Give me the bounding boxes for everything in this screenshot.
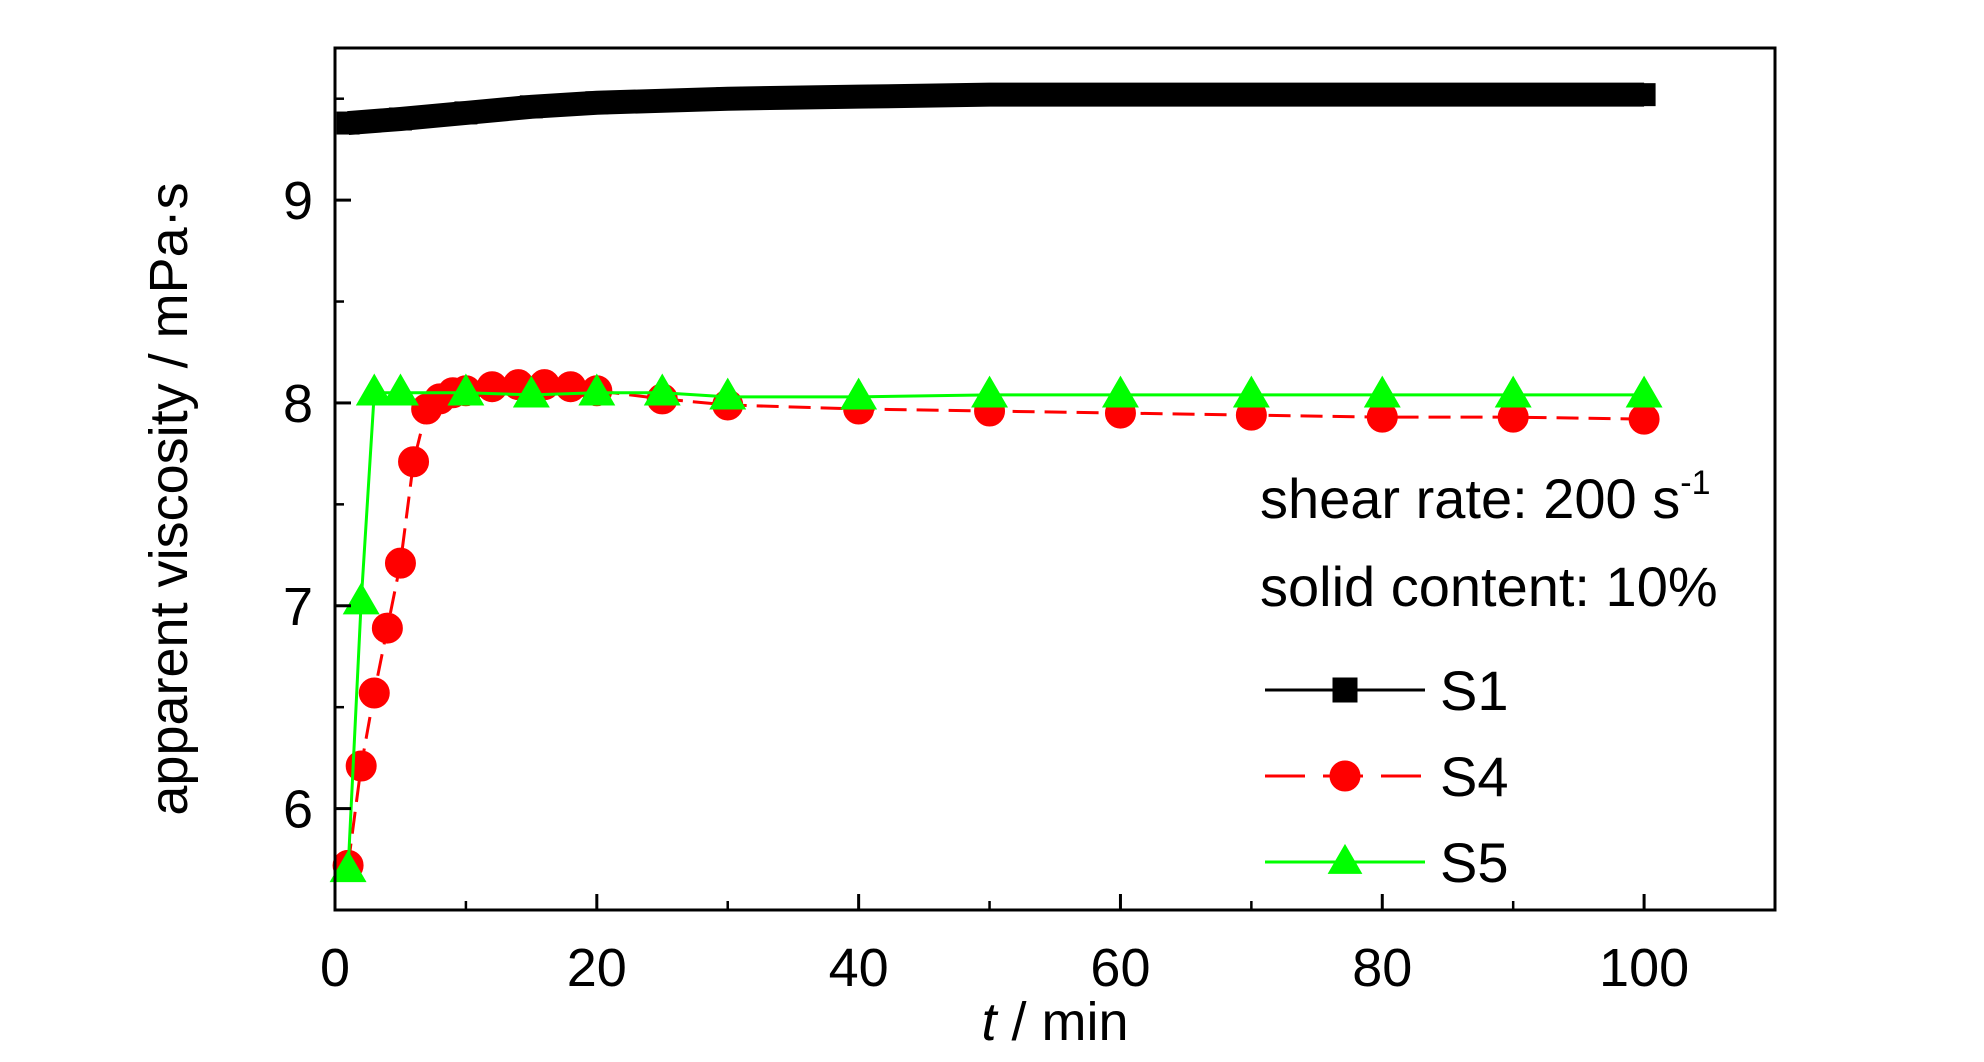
data-point bbox=[1625, 375, 1663, 408]
legend-marker bbox=[1332, 677, 1358, 703]
legend: S1 S4 S5 bbox=[1265, 659, 1509, 894]
data-point bbox=[840, 377, 878, 410]
data-point bbox=[1628, 403, 1660, 435]
data-point bbox=[1101, 375, 1139, 408]
data-point bbox=[454, 101, 478, 125]
x-tick-label: 40 bbox=[829, 938, 889, 998]
data-point bbox=[336, 111, 360, 135]
data-point bbox=[329, 850, 367, 883]
series-S5 bbox=[329, 373, 1663, 883]
series-line bbox=[346, 391, 1645, 870]
data-point bbox=[345, 750, 377, 782]
data-point bbox=[398, 446, 430, 478]
legend-label: S1 bbox=[1440, 659, 1509, 722]
y-axis: 6 7 8 9 bbox=[283, 97, 351, 912]
data-point bbox=[847, 85, 871, 109]
data-point bbox=[1108, 83, 1132, 107]
data-point bbox=[1363, 375, 1401, 408]
data-point bbox=[342, 582, 380, 615]
series-layer bbox=[329, 82, 1663, 883]
data-point bbox=[978, 83, 1002, 107]
plot-frame bbox=[333, 46, 1777, 912]
data-point bbox=[716, 87, 740, 111]
data-point bbox=[643, 373, 681, 406]
data-point bbox=[519, 95, 543, 119]
x-axis: 0 20 40 60 80 100 bbox=[320, 894, 1689, 998]
data-point bbox=[447, 373, 485, 406]
shear-rate-superscript: -1 bbox=[1680, 464, 1710, 502]
x-axis-title-variable: t bbox=[981, 992, 998, 1052]
data-point bbox=[1632, 83, 1656, 107]
shear-rate-text: shear rate: 200 s bbox=[1260, 467, 1680, 530]
chart-annotation: shear rate: 200 s-1 solid content: 10% bbox=[1260, 464, 1718, 618]
x-axis-title-unit: / min bbox=[996, 992, 1128, 1052]
data-point bbox=[384, 547, 416, 579]
data-point bbox=[555, 371, 587, 403]
y-tick-label: 9 bbox=[283, 171, 313, 231]
data-point bbox=[1232, 375, 1270, 408]
x-axis-title: t / min bbox=[981, 992, 1128, 1052]
data-point bbox=[381, 373, 419, 406]
data-point bbox=[1494, 375, 1532, 408]
shear-rate-annotation: shear rate: 200 s-1 bbox=[1260, 464, 1710, 530]
series-S1 bbox=[336, 82, 1656, 136]
legend-item-S4: S4 bbox=[1265, 745, 1509, 808]
legend-label: S5 bbox=[1440, 831, 1509, 894]
data-point bbox=[512, 375, 550, 408]
data-point bbox=[388, 107, 412, 131]
y-axis-title: apparent viscosity / mPa·s bbox=[139, 182, 199, 815]
x-tick-label: 0 bbox=[320, 938, 350, 998]
y-tick-label: 6 bbox=[283, 780, 313, 840]
solid-content-annotation: solid content: 10% bbox=[1260, 555, 1718, 618]
y-tick-label: 8 bbox=[283, 374, 313, 434]
data-point bbox=[1370, 83, 1394, 107]
data-point bbox=[578, 373, 616, 406]
data-point bbox=[371, 612, 403, 644]
data-point bbox=[709, 377, 747, 410]
data-point bbox=[971, 375, 1009, 408]
data-point bbox=[1501, 83, 1525, 107]
legend-marker bbox=[1327, 843, 1363, 874]
x-tick-label: 100 bbox=[1599, 938, 1689, 998]
legend-item-S5: S5 bbox=[1265, 831, 1509, 894]
x-tick-label: 80 bbox=[1352, 938, 1412, 998]
legend-item-S1: S1 bbox=[1265, 659, 1509, 722]
data-point bbox=[355, 373, 393, 406]
data-point bbox=[1239, 83, 1263, 107]
x-tick-label: 60 bbox=[1090, 938, 1150, 998]
legend-marker bbox=[1329, 760, 1361, 792]
data-point bbox=[358, 677, 390, 709]
legend-label: S4 bbox=[1440, 745, 1509, 808]
data-point bbox=[476, 371, 508, 403]
x-tick-label: 20 bbox=[567, 938, 627, 998]
data-point bbox=[585, 91, 609, 115]
y-tick-label: 7 bbox=[283, 577, 313, 637]
